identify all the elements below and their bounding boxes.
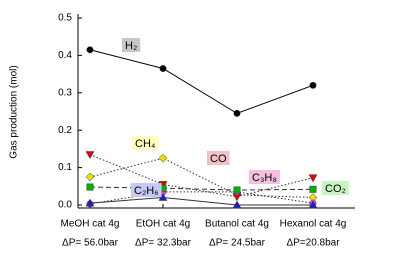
point	[308, 200, 318, 209]
series-label: H₂	[122, 38, 141, 52]
series-label-bg	[207, 151, 230, 165]
point	[158, 193, 168, 201]
point	[233, 186, 241, 194]
point	[309, 185, 317, 193]
y-tick-label: 0.0	[58, 200, 72, 211]
y-tick-label: 0.5	[58, 13, 72, 24]
series-label-bg	[131, 183, 162, 197]
series-label-text: CO₂	[325, 183, 346, 195]
x-tick-note: ΔP= 56.0bar	[62, 238, 119, 249]
point	[233, 109, 241, 117]
y-tick-label: 0.1	[58, 162, 72, 173]
point	[85, 198, 95, 207]
series-label: CO	[207, 151, 230, 165]
series-label-bg	[122, 38, 141, 52]
series-line	[89, 157, 314, 199]
x-tick-label: EtOH cat 4g	[136, 219, 190, 230]
x-tick-note: ΔP= 24.5bar	[209, 238, 266, 249]
point	[86, 183, 94, 191]
series-line	[89, 186, 314, 191]
point	[232, 200, 242, 209]
point	[85, 151, 95, 160]
series-label-text: C₂H₆	[134, 185, 159, 197]
series-label: C₂H₆	[131, 183, 162, 197]
y-tick-label: 0.3	[58, 87, 72, 98]
series-line	[89, 154, 314, 198]
point	[158, 153, 168, 163]
point	[159, 65, 167, 72]
series-label-bg	[322, 181, 349, 195]
series-line	[89, 197, 313, 206]
series-label-text: H₂	[125, 40, 137, 52]
series-label-text: CH₄	[135, 138, 156, 150]
series-label-text: CO	[210, 153, 227, 165]
x-tick-label: Butanol cat 4g	[205, 219, 269, 230]
series-line	[89, 191, 314, 205]
x-tick-label: MeOH cat 4g	[61, 219, 120, 230]
point	[308, 174, 318, 183]
series-label: C₃H₈	[249, 170, 280, 184]
point	[85, 172, 95, 182]
y-axis-label: Gas production (mol)	[9, 65, 20, 158]
series-label-bg	[249, 170, 280, 184]
point	[309, 81, 317, 89]
x-tick-note: ΔP=20.8bar	[286, 238, 340, 249]
series-label-text: C₃H₈	[252, 172, 277, 184]
series-line	[89, 49, 314, 114]
point	[86, 46, 94, 54]
series-label: CO₂	[322, 181, 349, 195]
y-tick-label: 0.4	[58, 50, 72, 61]
x-tick-label: Hexanol cat 4g	[280, 219, 347, 230]
x-tick-note: ΔP= 32.3bar	[135, 238, 192, 249]
series-label-bg	[132, 136, 159, 150]
series-label: CH₄	[132, 136, 159, 150]
y-tick-label: 0.2	[58, 125, 72, 136]
